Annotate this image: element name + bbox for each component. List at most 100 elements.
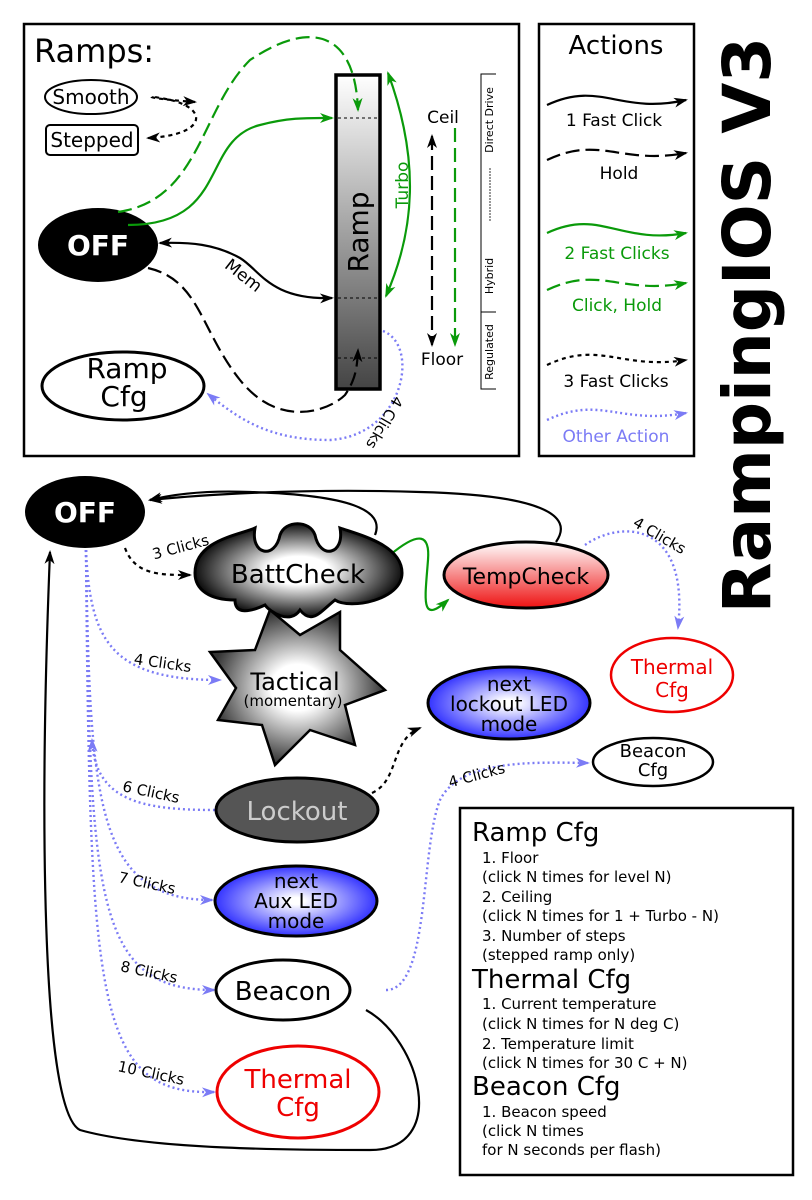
- action-label-3: 2 Fast Clicks: [564, 244, 669, 264]
- action-label-1: 1 Fast Click: [566, 111, 662, 131]
- legend-thermal-line: (click N times for N deg C): [482, 1015, 679, 1033]
- off-to-beacon-edge: [84, 549, 216, 995]
- beacon-label: Beacon: [235, 977, 331, 1007]
- ramp-label: Ramp: [342, 191, 375, 272]
- legend-thermal-line: (click N times for 30 C + N): [482, 1054, 688, 1072]
- temp-4clicks-label: 4 Clicks: [630, 513, 689, 558]
- hybrid-label: Hybrid: [483, 258, 496, 294]
- action-label-4: Click, Hold: [572, 296, 662, 316]
- legend-thermal-line: 1. Current temperature: [482, 995, 656, 1013]
- off-label: OFF: [54, 496, 116, 529]
- off-node-ramps: [38, 208, 158, 282]
- ramp-cfg-node: [40, 350, 206, 422]
- aux-led-line2: Aux LED: [254, 889, 338, 913]
- thermal-cfg-node: [215, 1044, 381, 1140]
- smooth-label: Smooth: [52, 85, 129, 109]
- legend-ramp-line: 3. Number of steps: [482, 927, 626, 945]
- action-line-1: [546, 94, 688, 108]
- lockout-to-lockoutled-edge: [371, 726, 422, 794]
- aux-led-line3: mode: [268, 909, 325, 933]
- beacon-cfg-node: [591, 736, 715, 788]
- tempcheck-node: [442, 540, 610, 610]
- tempcheck-label: TempCheck: [462, 565, 590, 590]
- thermal-cfg-top-node: [609, 636, 735, 714]
- legend-ramp-line: (click N times for 1 + Turbo - N): [482, 907, 719, 925]
- beacon-cfg-line2: Cfg: [638, 760, 668, 781]
- legend-ramp-line: (click N times for level N): [482, 868, 672, 886]
- tactical-label: Tactical: [249, 668, 339, 696]
- off-to-ceil-clickhold-edge: [117, 36, 363, 214]
- tactical-node: [207, 607, 388, 768]
- stepped-node: [45, 124, 139, 156]
- regulation-bracket: [480, 73, 496, 390]
- lockout-label: Lockout: [247, 797, 348, 827]
- mem-edge: [158, 237, 334, 304]
- legend-beacon-line: for N seconds per flash): [482, 1141, 661, 1159]
- e4-label: 4 Clicks: [133, 650, 193, 676]
- e8-label: 8 Clicks: [119, 957, 180, 987]
- action-line-5: [546, 353, 688, 367]
- ramp-style-toggle-edge: [146, 95, 198, 143]
- legend-beacon-line: (click N times: [482, 1122, 584, 1140]
- legend-beacon-title: Beacon Cfg: [472, 1072, 621, 1102]
- regulated-label: Regulated: [483, 324, 496, 380]
- beacon-cfg-line1: Beacon: [620, 741, 687, 762]
- battcheck-label: BattCheck: [231, 560, 365, 590]
- beacon-4clicks-label: 4 Clicks: [446, 759, 507, 791]
- thermal-cfg-top-line1: Thermal: [630, 655, 713, 679]
- off-label-ramps: OFF: [67, 229, 129, 262]
- aux-led-line1: next: [274, 869, 318, 893]
- action-label-5: 3 Fast Clicks: [563, 372, 668, 392]
- action-line-6: [546, 408, 688, 422]
- floor-label: Floor: [421, 350, 463, 370]
- off-node: [25, 476, 145, 548]
- ramp-cfg-line2: Cfg: [100, 380, 147, 413]
- actions-heading: Actions: [569, 31, 664, 61]
- legend-beacon-line: 1. Beacon speed: [482, 1103, 607, 1121]
- legend-ramp-title: Ramp Cfg: [472, 818, 599, 848]
- beacon-node: [214, 958, 352, 1022]
- e7-label: 7 Clicks: [117, 868, 178, 898]
- smooth-node: [44, 79, 138, 115]
- action-label-2: Hold: [600, 164, 639, 184]
- lockout-led-line3: mode: [481, 712, 538, 736]
- tempcheck-to-off-edge: [148, 489, 562, 543]
- lockout-led-line2: lockout LED: [450, 692, 568, 716]
- direct-drive-label: Direct Drive: [483, 87, 496, 153]
- off-to-ramp-2clicks-edge: [127, 112, 334, 227]
- off-to-auxled-edge: [84, 549, 214, 905]
- lockout-to-off-edge: [87, 738, 216, 812]
- legend-ramp-line: 2. Ceiling: [482, 888, 552, 906]
- turbo-label: Turbo: [393, 162, 413, 210]
- actions-panel: [537, 22, 696, 458]
- config-legend-panel: [458, 806, 795, 1177]
- ceil-label: Ceil: [427, 108, 459, 128]
- battcheck-node: [193, 522, 404, 619]
- lockout-led-node: [426, 665, 592, 741]
- thermal-cfg-line2: Cfg: [276, 1093, 320, 1123]
- ramp-cfg-line1: Ramp: [86, 352, 167, 385]
- off-to-tactical-edge: [84, 549, 222, 685]
- action-label-6: Other Action: [563, 427, 670, 447]
- thermal-cfg-top-line2: Cfg: [655, 678, 689, 702]
- page-title: RampingIOS V3: [709, 37, 786, 613]
- tactical-sub-label: (momentary): [244, 692, 343, 710]
- off-to-thermalcfg-edge: [84, 549, 216, 1098]
- lockout-node: [214, 776, 380, 844]
- legend-ramp-line: (stepped ramp only): [482, 946, 635, 964]
- legend-thermal-line: 2. Temperature limit: [482, 1035, 634, 1053]
- thermal-cfg-line1: Thermal: [243, 1065, 351, 1095]
- action-line-4: [546, 278, 688, 291]
- e6-label: 6 Clicks: [121, 777, 182, 807]
- stepped-label: Stepped: [50, 128, 133, 152]
- beacon-to-beaconcfg-edge: [385, 757, 590, 992]
- turbo-edge: [384, 71, 411, 298]
- legend-ramp-line: 1. Floor: [482, 849, 539, 867]
- aux-led-node: [213, 864, 379, 938]
- e10-label: 10 Clicks: [116, 1057, 186, 1089]
- battcheck-to-tempcheck-edge: [389, 537, 450, 612]
- beacon-to-off-edge: [43, 550, 421, 1152]
- off-to-ramp-hold-edge: [147, 266, 363, 413]
- action-line-2: [546, 148, 688, 161]
